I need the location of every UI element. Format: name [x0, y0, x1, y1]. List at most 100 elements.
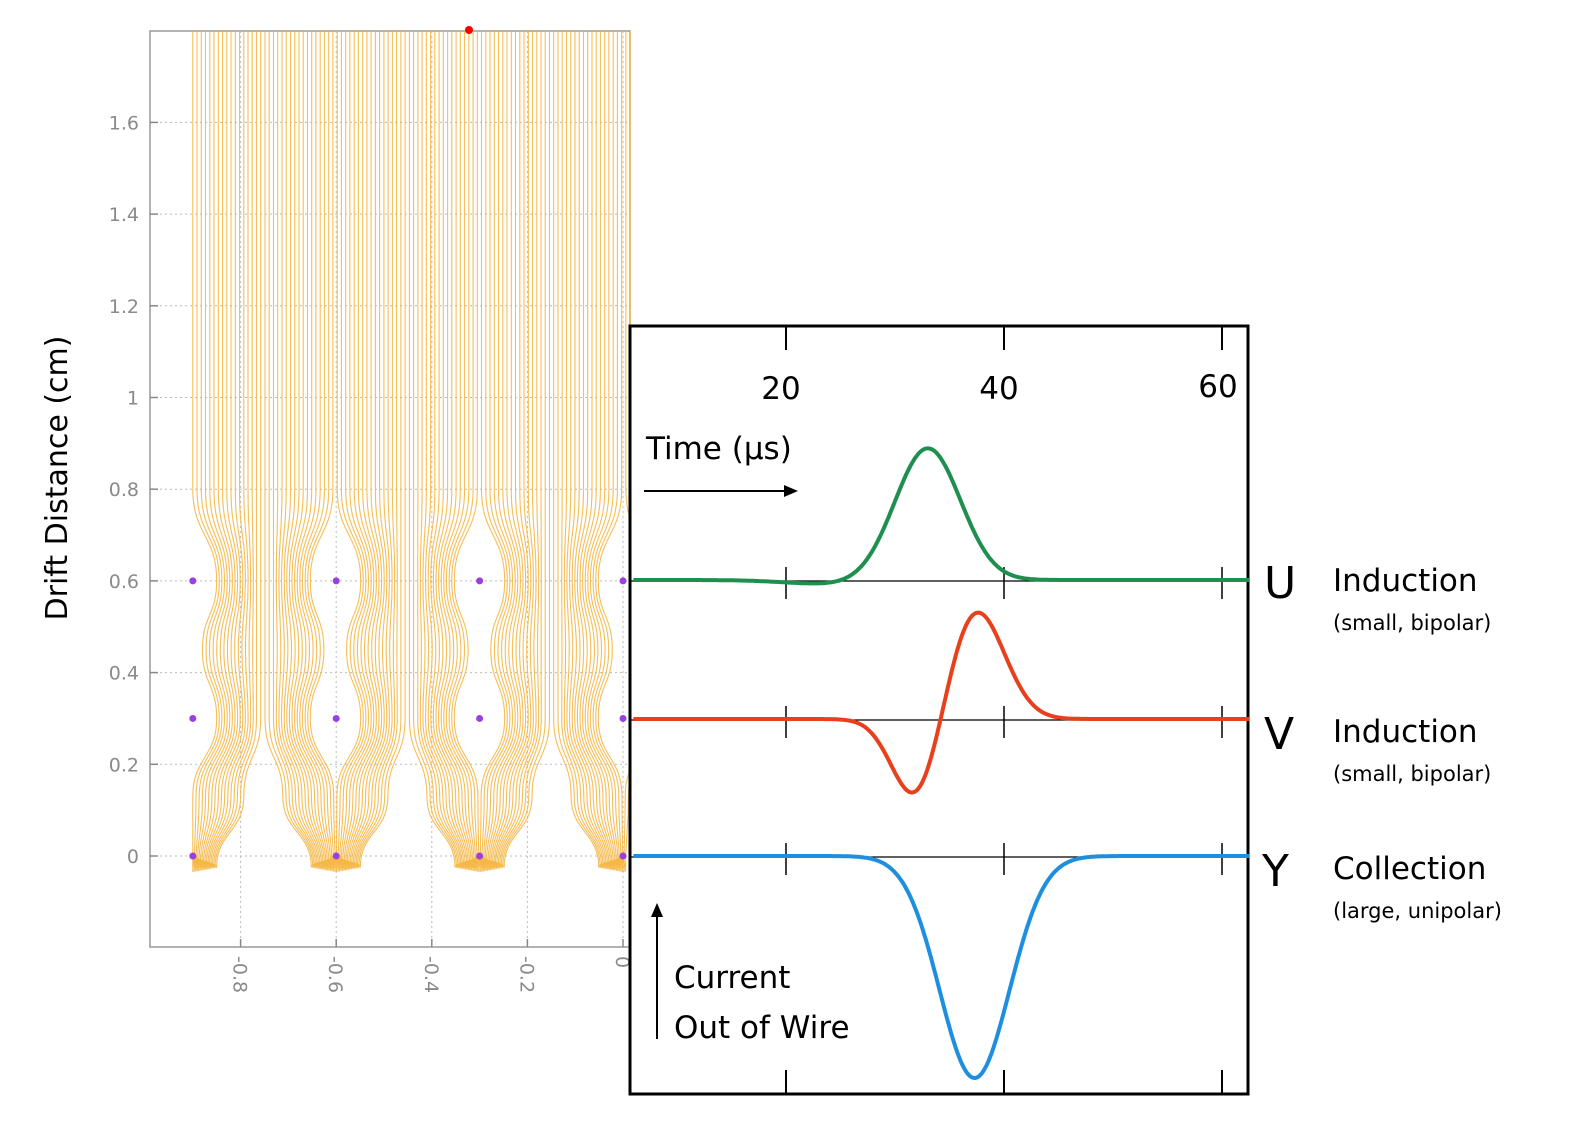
field-line: [193, 31, 228, 872]
field-line: [294, 30, 336, 871]
drift-y-ticks: 1.6 1.4 1.2 1 0.8 0.6 0.4 0.2 0: [109, 112, 139, 868]
y-tick-label: 0: [127, 846, 139, 868]
field-line: [408, 31, 477, 868]
current-label: Current: [674, 960, 790, 996]
drift-field-plot: 1.6 1.4 1.2 1 0.8 0.6 0.4 0.2 0 -0.8 -0.6 -0.4 -0.2…: [40, 26, 652, 993]
field-line: [291, 31, 336, 870]
field-line: [435, 30, 479, 871]
field-line: [337, 30, 388, 870]
field-line: [576, 30, 622, 870]
wire-marker: [619, 577, 627, 585]
field-line: [192, 31, 218, 872]
field-line: [584, 31, 623, 871]
field-line: [479, 31, 508, 872]
wire-marker: [619, 852, 627, 860]
field-line: [422, 31, 478, 869]
field-line: [553, 31, 621, 868]
field-line: [480, 31, 527, 870]
field-line: [557, 31, 621, 869]
plane-letter: Y: [1261, 846, 1289, 897]
wire-marker: [476, 852, 484, 860]
y-tick-label: 0.4: [109, 663, 139, 685]
field-line: [299, 30, 336, 871]
field-line: [336, 31, 370, 872]
field-line: [264, 30, 334, 868]
field-line: [445, 30, 480, 872]
field-line: [568, 31, 622, 870]
field-line: [268, 31, 334, 869]
plane-letter: V: [1264, 709, 1294, 760]
field-line: [286, 30, 335, 870]
field-line: [304, 31, 337, 872]
y-tick-label: 0.8: [109, 479, 139, 501]
field-line: [432, 31, 479, 870]
wire-marker: [619, 714, 627, 722]
field-line: [195, 30, 254, 869]
wire-marker: [189, 852, 197, 860]
field-line: [561, 31, 621, 869]
waveform-y: [633, 854, 1251, 1080]
field-line: [338, 30, 402, 869]
current-arrow: [651, 903, 663, 1039]
signal-plot: 20 40 60 Time (μs) Current Out of Wire: [628, 324, 1251, 1096]
y-tick-label: 1.4: [109, 204, 139, 226]
field-line: [337, 30, 383, 870]
field-line: [194, 31, 244, 870]
field-line: [424, 30, 478, 870]
field-line: [338, 31, 393, 869]
field-line: [430, 31, 479, 870]
field-line: [417, 31, 478, 869]
wire-marker: [332, 577, 340, 585]
field-line: [288, 31, 335, 870]
time-arrow: [644, 485, 798, 497]
field-line: [592, 31, 624, 872]
field-line: [301, 30, 336, 872]
field-line: [280, 30, 335, 870]
field-line: [336, 31, 372, 871]
field-line: [192, 31, 220, 872]
field-line: [335, 31, 364, 872]
field-line: [595, 31, 624, 872]
waveform-v: [633, 610, 1251, 795]
field-line: [283, 31, 335, 870]
field-line: [272, 31, 334, 869]
field-line: [195, 31, 252, 869]
field-line: [193, 31, 231, 871]
field-line: [419, 31, 478, 869]
x-tick-label: -0.4: [420, 956, 442, 993]
field-line: [482, 31, 546, 869]
wire-marker: [332, 852, 340, 860]
field-line: [574, 31, 622, 870]
plane-letter: U: [1264, 558, 1296, 609]
field-line: [481, 31, 532, 870]
field-line: [307, 31, 337, 872]
wire-markers: [189, 577, 627, 860]
y-tick-label: 1: [127, 388, 139, 410]
field-line: [337, 31, 385, 870]
field-line: [427, 31, 478, 870]
field-line: [336, 31, 375, 871]
plane-desc: (large, unipolar): [1333, 899, 1502, 923]
x-tick-label: -0.2: [515, 956, 537, 993]
field-line: [587, 31, 623, 871]
field-line: [339, 31, 406, 868]
field-lines: [192, 30, 652, 873]
wire-marker: [332, 714, 340, 722]
field-line: [309, 31, 337, 872]
field-line: [579, 31, 622, 871]
field-line: [336, 31, 377, 871]
field-line: [195, 31, 258, 869]
field-line: [275, 31, 334, 869]
y-tick-label: 0.6: [109, 571, 139, 593]
plane-label-v: V Induction (small, bipolar): [1264, 709, 1491, 786]
wire-marker: [476, 577, 484, 585]
field-line: [194, 31, 241, 870]
field-line: [482, 31, 551, 868]
red-marker: [465, 26, 473, 34]
y-tick-label: 1.6: [109, 112, 139, 134]
field-line: [479, 30, 514, 872]
field-line: [481, 31, 529, 870]
field-line: [338, 31, 390, 870]
field-line: [453, 30, 481, 872]
